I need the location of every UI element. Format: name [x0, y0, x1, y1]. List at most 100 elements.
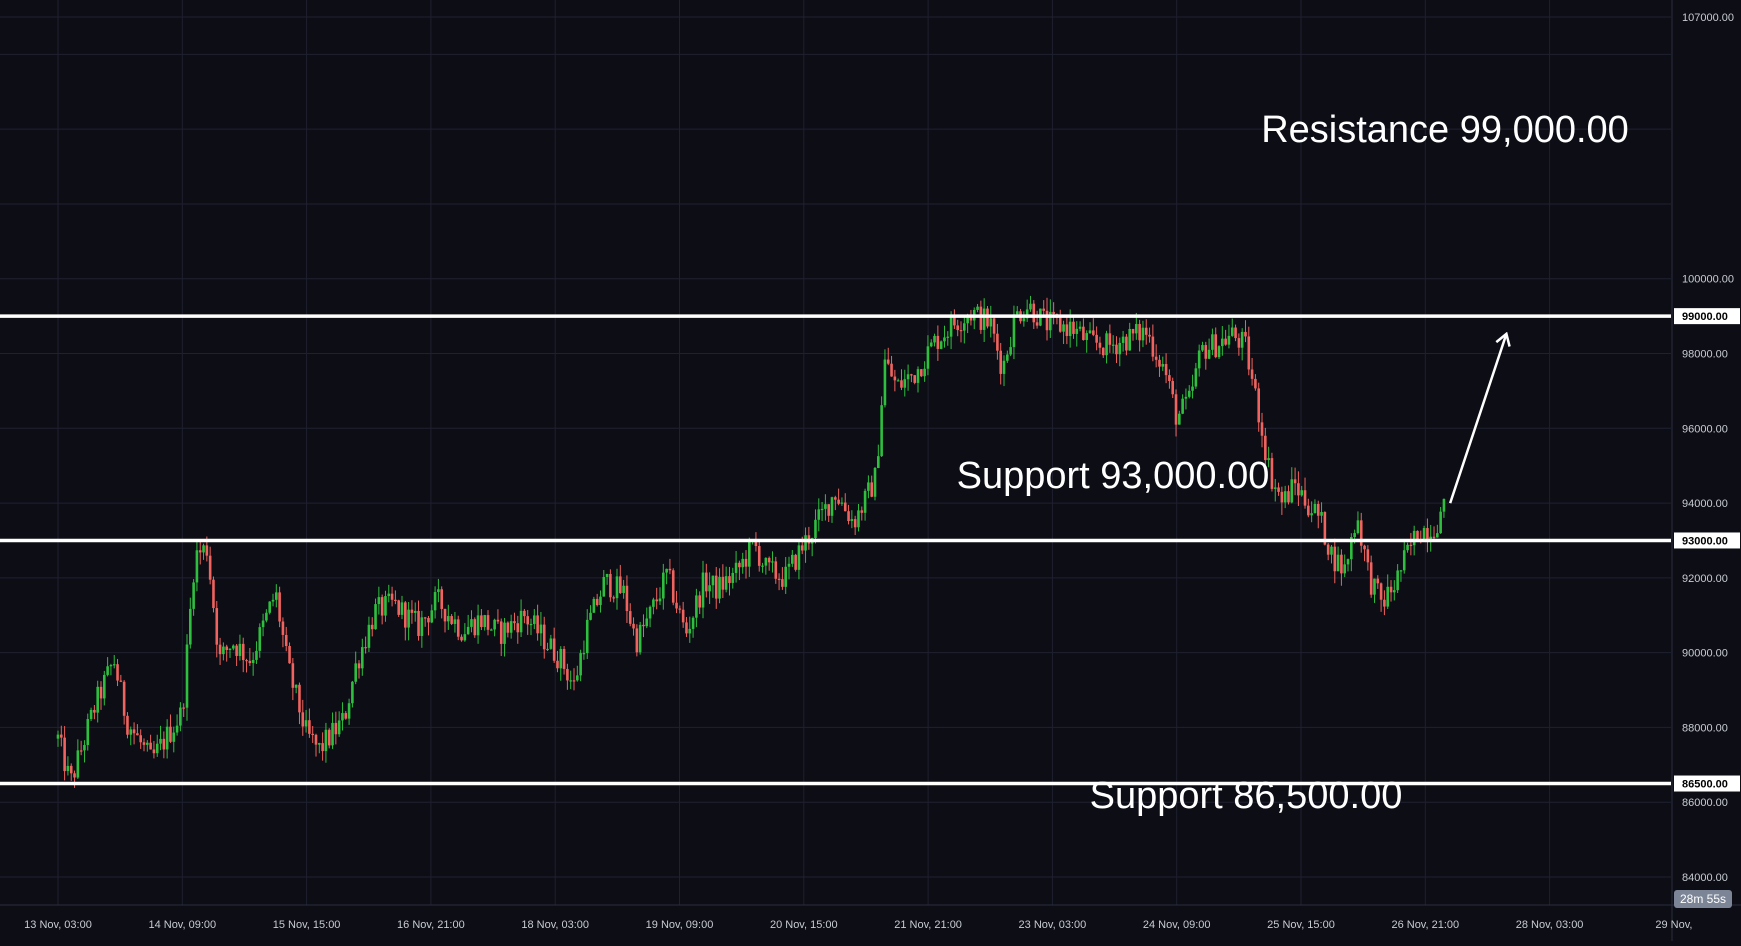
candle-body: [748, 540, 751, 567]
candle-body: [165, 726, 169, 750]
candle-body: [1267, 458, 1270, 461]
candle-body: [1058, 317, 1062, 332]
candle-body: [291, 663, 295, 688]
candle-body: [936, 335, 940, 349]
candle-body: [1432, 536, 1436, 538]
candle-body: [1230, 327, 1234, 336]
candle-body: [1131, 328, 1135, 334]
candle-body: [1138, 323, 1141, 341]
candle-body: [86, 719, 90, 745]
candle-body: [946, 336, 950, 338]
candle-body: [873, 468, 877, 497]
candle-body: [843, 502, 847, 512]
candle-body: [261, 620, 265, 628]
candle-body: [228, 648, 232, 651]
candle-body: [804, 535, 807, 551]
level-badge-text: 86500.00: [1682, 779, 1728, 791]
candle-body: [916, 369, 920, 383]
candle-body: [572, 680, 576, 682]
candle-body: [132, 729, 136, 734]
candle-body: [430, 610, 434, 623]
candle-body: [1353, 533, 1356, 537]
candle-body: [275, 592, 278, 600]
candle-body: [1247, 336, 1251, 370]
candle-body: [1171, 381, 1175, 395]
candle-body: [1012, 314, 1016, 348]
candle-body: [1250, 369, 1254, 379]
candle-body: [1082, 326, 1085, 341]
candle-body: [202, 545, 205, 553]
candle-body: [1191, 386, 1194, 391]
candle-body: [632, 623, 635, 629]
candle-body: [380, 597, 384, 616]
candle-body: [265, 612, 268, 621]
candle-body: [863, 490, 867, 513]
candle-body: [1273, 487, 1277, 489]
candle-body: [731, 572, 735, 583]
candle-body: [1257, 388, 1261, 423]
candle-body: [523, 610, 526, 617]
annotations: Resistance 99,000.00 Support 93,000.00 Sup…: [957, 109, 1629, 817]
candle-body: [60, 734, 63, 738]
candle-body: [337, 720, 341, 735]
candle-body: [152, 749, 156, 754]
level-annotation[interactable]: Support 93,000.00: [957, 455, 1270, 497]
candle-body: [76, 750, 80, 778]
candle-body: [552, 638, 556, 661]
candle-body: [248, 660, 252, 664]
candle-body: [989, 318, 993, 327]
candle-body: [797, 545, 801, 570]
candle-body: [1035, 322, 1039, 326]
candle-body: [341, 713, 344, 721]
candle-body: [1416, 530, 1419, 541]
candle-body: [999, 350, 1003, 374]
candle-body: [1442, 498, 1446, 512]
candle-body: [642, 624, 645, 627]
candle-body: [1029, 303, 1032, 310]
candle-body: [1098, 342, 1102, 348]
candle-body: [212, 579, 215, 609]
candle-body: [1062, 324, 1065, 332]
candle-body: [1436, 533, 1439, 538]
level-annotation[interactable]: Support 86,500.00: [1090, 775, 1403, 817]
candle-body: [1078, 326, 1082, 329]
candle-body: [840, 502, 844, 504]
candle-body: [1264, 435, 1267, 461]
candle-body: [354, 663, 357, 682]
candle-body: [390, 593, 394, 600]
candle-body: [827, 504, 831, 516]
x-tick-label: 19 Nov, 09:00: [646, 919, 714, 931]
candle-body: [1412, 530, 1416, 546]
candle-body: [268, 601, 271, 613]
candle-body: [1224, 338, 1227, 345]
candle-body: [460, 636, 463, 641]
candle-body: [1297, 483, 1300, 496]
candle-body: [1194, 368, 1198, 387]
y-tick-label: 92000.00: [1682, 573, 1728, 585]
candle-body: [665, 568, 668, 573]
candle-body: [1336, 554, 1340, 572]
candle-body: [847, 511, 850, 522]
candle-body: [1237, 338, 1241, 348]
candle-body: [407, 609, 410, 628]
candle-body: [258, 627, 262, 651]
y-tick-label: 98000.00: [1682, 349, 1728, 361]
candle-body: [509, 621, 513, 633]
level-badge-text: 99000.00: [1682, 311, 1728, 323]
candle-body: [1049, 311, 1052, 331]
candle-body: [546, 648, 549, 651]
level-annotation[interactable]: Resistance 99,000.00: [1261, 109, 1629, 151]
candle-body: [112, 664, 116, 666]
forecast-arrow[interactable]: [1448, 335, 1506, 504]
candle-body: [883, 359, 887, 406]
candle-body: [182, 707, 185, 709]
candle-body: [198, 550, 202, 553]
candle-body: [463, 634, 467, 641]
candle-body: [516, 623, 520, 633]
candle-body: [232, 645, 235, 649]
candle-body: [1154, 356, 1158, 360]
candle-body: [757, 546, 761, 566]
candle-body: [533, 615, 536, 624]
